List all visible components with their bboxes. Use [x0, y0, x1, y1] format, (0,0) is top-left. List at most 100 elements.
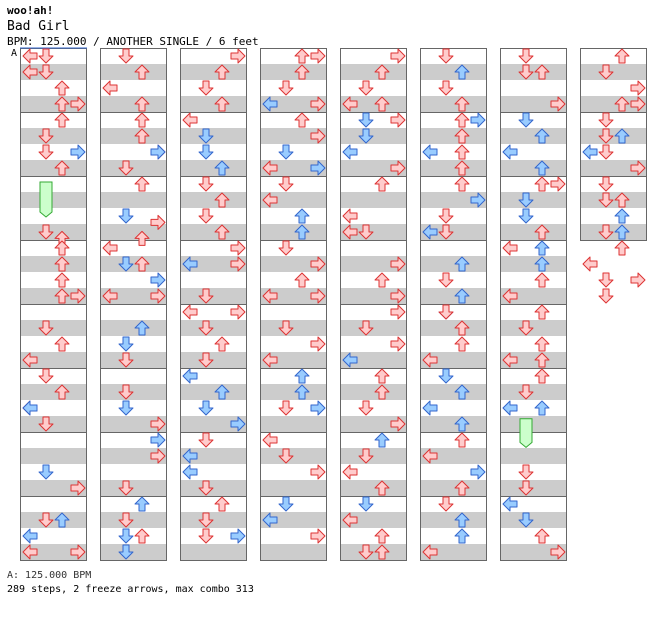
down-arrow — [438, 80, 454, 96]
down-arrow — [518, 512, 534, 528]
beat-stripe — [340, 192, 407, 208]
right-arrow — [630, 272, 646, 288]
beat-stripe — [420, 512, 487, 528]
down-arrow — [118, 336, 134, 352]
down-arrow — [118, 208, 134, 224]
beat-stripe — [340, 160, 407, 176]
right-arrow — [310, 256, 326, 272]
down-arrow — [598, 112, 614, 128]
left-arrow — [262, 432, 278, 448]
beat-stripe — [420, 416, 487, 432]
left-arrow — [342, 464, 358, 480]
beat-stripe — [20, 480, 87, 496]
down-arrow — [38, 48, 54, 64]
up-arrow — [614, 240, 630, 256]
left-arrow — [262, 192, 278, 208]
up-arrow — [454, 384, 470, 400]
right-arrow — [390, 304, 406, 320]
down-arrow — [198, 432, 214, 448]
beat-stripe — [260, 384, 327, 400]
down-arrow — [438, 304, 454, 320]
up-arrow — [134, 96, 150, 112]
down-arrow — [518, 384, 534, 400]
up-arrow — [454, 144, 470, 160]
right-arrow — [390, 256, 406, 272]
beat-stripe — [180, 256, 247, 272]
beat-stripe — [420, 160, 487, 176]
up-arrow — [534, 352, 550, 368]
right-arrow — [630, 96, 646, 112]
measure-border — [20, 496, 87, 561]
right-arrow — [70, 144, 86, 160]
up-arrow — [294, 224, 310, 240]
left-arrow — [502, 288, 518, 304]
beat-stripe — [420, 384, 487, 400]
song-title: Bad Girl — [7, 19, 70, 34]
left-arrow — [102, 80, 118, 96]
right-arrow — [310, 400, 326, 416]
beat-stripe — [500, 96, 567, 112]
down-arrow — [198, 400, 214, 416]
down-arrow — [118, 544, 134, 560]
up-arrow — [454, 128, 470, 144]
up-arrow — [134, 496, 150, 512]
up-arrow — [534, 240, 550, 256]
right-arrow — [70, 96, 86, 112]
beat-stripe — [500, 352, 567, 368]
down-arrow — [598, 64, 614, 80]
down-arrow — [438, 208, 454, 224]
right-arrow — [630, 160, 646, 176]
left-arrow — [422, 448, 438, 464]
up-arrow — [374, 528, 390, 544]
beat-stripe — [100, 128, 167, 144]
down-arrow — [438, 224, 454, 240]
down-arrow — [198, 352, 214, 368]
beat-stripe — [500, 256, 567, 272]
down-arrow — [518, 48, 534, 64]
down-arrow — [38, 416, 54, 432]
down-arrow — [438, 272, 454, 288]
right-arrow — [310, 96, 326, 112]
left-arrow — [182, 448, 198, 464]
left-arrow — [342, 144, 358, 160]
up-arrow — [534, 176, 550, 192]
beat-stripe — [500, 288, 567, 304]
up-arrow — [294, 208, 310, 224]
right-arrow — [310, 336, 326, 352]
up-arrow — [454, 320, 470, 336]
up-arrow — [374, 384, 390, 400]
beat-stripe — [180, 160, 247, 176]
up-arrow — [134, 112, 150, 128]
beat-stripe — [340, 64, 407, 80]
up-arrow — [614, 208, 630, 224]
beat-stripe — [260, 256, 327, 272]
beat-stripe — [100, 320, 167, 336]
down-arrow — [38, 512, 54, 528]
beat-stripe — [260, 160, 327, 176]
down-arrow — [198, 320, 214, 336]
down-arrow — [118, 528, 134, 544]
beat-stripe — [420, 96, 487, 112]
up-arrow — [294, 48, 310, 64]
measure-border — [340, 496, 407, 561]
right-arrow — [310, 160, 326, 176]
left-arrow — [262, 288, 278, 304]
down-arrow — [118, 400, 134, 416]
beat-stripe — [420, 352, 487, 368]
beat-stripe — [340, 416, 407, 432]
down-arrow — [358, 224, 374, 240]
up-arrow — [214, 192, 230, 208]
right-arrow — [150, 214, 166, 230]
down-arrow — [278, 320, 294, 336]
chart-meta: BPM: 125.000 / ANOTHER SINGLE / 6 feet — [7, 35, 259, 48]
down-arrow — [278, 496, 294, 512]
beat-stripe — [260, 96, 327, 112]
beat-stripe — [340, 288, 407, 304]
up-arrow — [294, 384, 310, 400]
up-arrow — [54, 240, 70, 256]
left-arrow — [342, 96, 358, 112]
down-arrow — [358, 112, 374, 128]
right-arrow — [390, 48, 406, 64]
left-arrow — [502, 400, 518, 416]
left-arrow — [582, 144, 598, 160]
